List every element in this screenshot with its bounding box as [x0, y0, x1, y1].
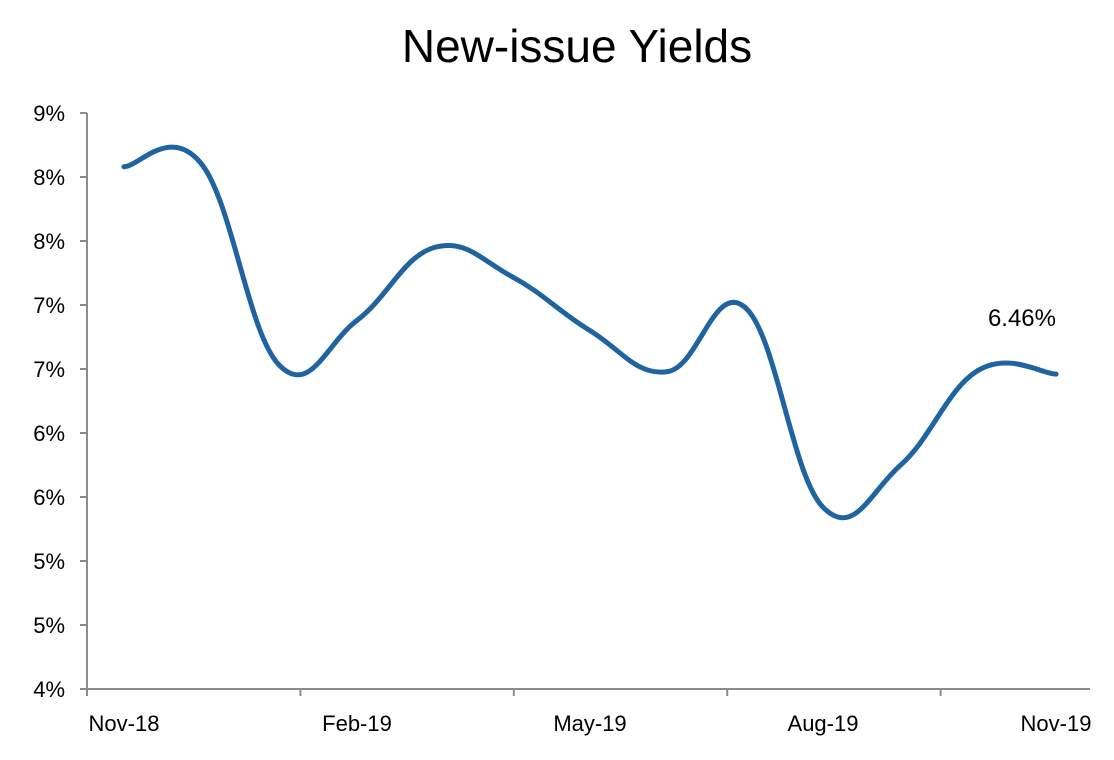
y-tick-label: 8%: [33, 165, 65, 190]
data-point: [509, 274, 515, 280]
data-point: [975, 367, 981, 373]
x-tick-label: Nov-19: [1021, 711, 1092, 736]
chart-title: New-issue Yields: [402, 20, 752, 72]
x-tick-label: Nov-18: [89, 711, 160, 736]
data-point: [587, 328, 593, 334]
data-point: [121, 164, 127, 170]
y-tick-label: 7%: [33, 357, 65, 382]
data-point: [898, 462, 904, 468]
data-label: 6.46%: [988, 305, 1056, 332]
data-point: [742, 305, 748, 311]
y-tick-label: 6%: [33, 485, 65, 510]
series-line-0: [121, 144, 1059, 521]
y-tick-label: 5%: [33, 613, 65, 638]
data-point: [354, 317, 360, 323]
y-tick-label: 9%: [33, 101, 65, 126]
data-labels: 6.46%: [988, 305, 1056, 332]
x-tick-label: Feb-19: [322, 711, 392, 736]
data-point: [1053, 371, 1059, 377]
x-tick-label: Aug-19: [788, 711, 859, 736]
y-tick-label: 8%: [33, 229, 65, 254]
y-axis: 4% 5% 5% 6% 6% 7% 7% 8% 8% 9%: [33, 101, 88, 702]
data-point: [432, 244, 438, 250]
series-group: [121, 144, 1059, 521]
y-tick-label: 4%: [33, 677, 65, 702]
x-axis: Nov-18 Feb-19 May-19 Aug-19 Nov-19: [86, 688, 1092, 736]
data-point: [820, 504, 826, 510]
y-tick-label: 7%: [33, 293, 65, 318]
data-point: [665, 369, 671, 375]
x-tick-label: May-19: [553, 711, 626, 736]
data-point: [199, 161, 205, 167]
data-point: [276, 362, 282, 368]
y-tick-label: 6%: [33, 421, 65, 446]
y-tick-label: 5%: [33, 549, 65, 574]
